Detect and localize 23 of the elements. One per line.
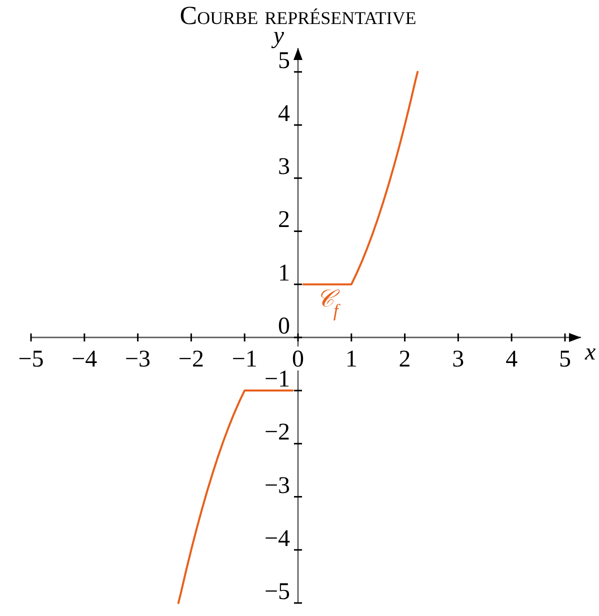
y-tick-label: 5	[278, 48, 290, 74]
x-tick-label: −3	[125, 346, 151, 372]
x-tick-label: 4	[506, 346, 518, 372]
y-tick-label: 3	[278, 154, 290, 180]
y-tick-label: 0	[278, 313, 290, 340]
y-tick-label: −1	[264, 366, 290, 393]
x-tick-label: 5	[558, 346, 571, 372]
x-tick-label: 2	[398, 346, 411, 372]
x-tick-label: −2	[178, 346, 204, 372]
x-axis-title: x	[584, 339, 596, 366]
y-tick-label: −2	[264, 420, 290, 446]
y-tick-label: −5	[264, 579, 290, 605]
y-tick-label: −3	[264, 472, 290, 499]
x-tick-label: −1	[232, 346, 258, 372]
x-tick-label: −4	[72, 346, 98, 372]
y-tick-label: 4	[278, 101, 290, 128]
series-label: 𝒞$_{f}$	[316, 286, 342, 320]
x-tick-label: −5	[18, 346, 44, 372]
x-tick-label: 1	[345, 346, 358, 372]
y-tick-label: 1	[278, 260, 290, 286]
y-tick-label: 2	[278, 207, 290, 234]
x-tick-label: 3	[452, 346, 464, 372]
y-tick-label: −4	[264, 526, 290, 552]
